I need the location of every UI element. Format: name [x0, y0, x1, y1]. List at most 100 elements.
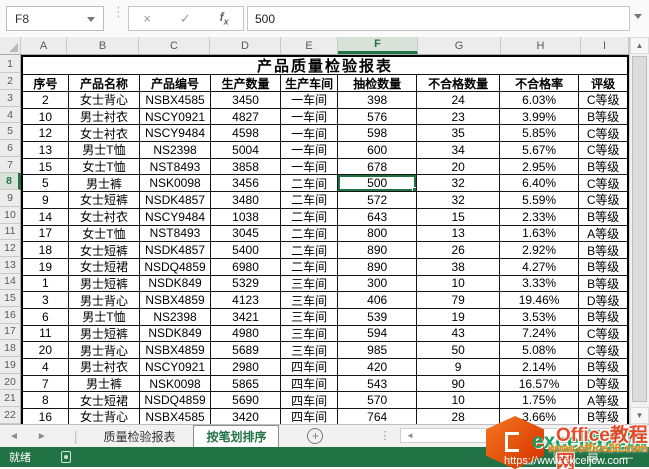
- cell-F12[interactable]: 890: [337, 242, 418, 259]
- cell-B18[interactable]: 男士背心: [68, 342, 141, 359]
- cell-C9[interactable]: NSDK4857: [140, 192, 211, 209]
- cell-C19[interactable]: NSCY0921: [140, 359, 211, 376]
- cell-C13[interactable]: NSDQ4859: [140, 258, 211, 276]
- cell-C18[interactable]: NSBX4859: [140, 342, 211, 359]
- row-header-12[interactable]: 12: [0, 240, 21, 257]
- cell-G14[interactable]: 10: [417, 275, 500, 293]
- cell-H17[interactable]: 7.24%: [499, 325, 580, 343]
- cell-B10[interactable]: 女士衬衣: [68, 208, 141, 226]
- cell-B21[interactable]: 女士短裙: [68, 392, 141, 410]
- cell-F13[interactable]: 890: [337, 258, 418, 276]
- cell-B11[interactable]: 女士T恤: [68, 225, 141, 243]
- cell-A20[interactable]: 7: [23, 375, 69, 393]
- cell-G17[interactable]: 43: [417, 325, 500, 343]
- cell-B5[interactable]: 女士衬衣: [68, 125, 141, 143]
- cell-H22[interactable]: 3.66%: [500, 409, 580, 424]
- cell-A18[interactable]: 20: [23, 342, 69, 359]
- cell-I19[interactable]: B等级: [579, 359, 627, 376]
- row-header-3[interactable]: 3: [0, 90, 21, 107]
- cell-I4[interactable]: B等级: [579, 109, 627, 126]
- row-header-8[interactable]: 8: [0, 173, 21, 191]
- formula-bar-expand-icon[interactable]: [634, 14, 642, 19]
- row-header-18[interactable]: 18: [0, 340, 21, 357]
- cell-D10[interactable]: 1038: [210, 208, 282, 226]
- cell-I16[interactable]: B等级: [579, 309, 627, 326]
- row-header-7[interactable]: 7: [0, 156, 21, 174]
- cell-C10[interactable]: NSCY9484: [140, 208, 211, 226]
- cell-D20[interactable]: 5865: [210, 375, 282, 393]
- cell-C22[interactable]: NSBX4585: [140, 409, 211, 424]
- table-title-cell[interactable]: 产品质量检验报表: [23, 57, 627, 75]
- scroll-left-icon[interactable]: ◄: [406, 431, 414, 440]
- cell-F5[interactable]: 598: [337, 125, 418, 143]
- cell-G7[interactable]: 20: [417, 158, 500, 176]
- cell-B13[interactable]: 女士短裙: [68, 258, 141, 276]
- cell-C17[interactable]: NSDK849: [140, 325, 211, 343]
- row-header-10[interactable]: 10: [0, 206, 21, 224]
- row-header-2[interactable]: 2: [0, 73, 21, 90]
- cell-E8[interactable]: 二车间: [281, 175, 338, 193]
- cell-C16[interactable]: NS2398: [140, 308, 211, 326]
- cell-F4[interactable]: 576: [337, 108, 418, 126]
- enter-icon[interactable]: ✓: [179, 10, 191, 26]
- cell-I18[interactable]: C等级: [579, 342, 627, 359]
- cell-G12[interactable]: 26: [417, 242, 500, 259]
- row-header-5[interactable]: 5: [0, 123, 21, 141]
- cell-B20[interactable]: 男士裤: [68, 375, 141, 393]
- cell-H21[interactable]: 1.75%: [499, 392, 580, 410]
- cell-G5[interactable]: 35: [417, 125, 500, 143]
- cell-E15[interactable]: 三车间: [281, 292, 338, 309]
- table-header-cell[interactable]: 评级: [579, 75, 627, 92]
- column-header-B[interactable]: B: [67, 37, 139, 54]
- cell-I20[interactable]: D等级: [579, 376, 627, 393]
- cancel-icon[interactable]: ×: [143, 11, 151, 26]
- scroll-down-icon[interactable]: ▼: [630, 407, 649, 424]
- cell-D17[interactable]: 4980: [210, 325, 282, 343]
- cell-C15[interactable]: NSBX4859: [140, 292, 211, 309]
- cell-F21[interactable]: 570: [337, 392, 418, 410]
- cell-H11[interactable]: 1.63%: [499, 225, 580, 243]
- cell-B7[interactable]: 女士T恤: [68, 158, 141, 176]
- cell-G3[interactable]: 24: [417, 92, 500, 109]
- row-header-22[interactable]: 22: [0, 407, 21, 424]
- new-sheet-button[interactable]: +: [307, 428, 324, 444]
- row-header-19[interactable]: 19: [0, 357, 21, 374]
- cell-F10[interactable]: 643: [337, 208, 418, 226]
- cell-E20[interactable]: 四车间: [281, 375, 338, 393]
- cell-C6[interactable]: NS2398: [140, 142, 211, 159]
- cell-G22[interactable]: 28: [417, 409, 500, 424]
- cell-A8[interactable]: 5: [23, 175, 69, 193]
- cell-I14[interactable]: B等级: [579, 276, 627, 293]
- cell-B15[interactable]: 男士背心: [68, 292, 141, 309]
- cell-C20[interactable]: NSK0098: [140, 375, 211, 393]
- cell-F9[interactable]: 572: [337, 192, 418, 209]
- cell-H10[interactable]: 2.33%: [499, 208, 580, 226]
- cell-B12[interactable]: 女士短裤: [68, 242, 141, 259]
- cell-G20[interactable]: 90: [417, 375, 500, 393]
- cell-H20[interactable]: 16.57%: [499, 375, 580, 393]
- sheet-nav-left-icon[interactable]: ◄: [9, 430, 19, 442]
- name-box[interactable]: F8: [6, 6, 104, 31]
- row-header-17[interactable]: 17: [0, 323, 21, 341]
- cell-I13[interactable]: B等级: [579, 259, 627, 276]
- cell-E21[interactable]: 四车间: [281, 392, 338, 410]
- row-header-13[interactable]: 13: [0, 256, 21, 274]
- cell-B19[interactable]: 男士衬衣: [68, 359, 141, 376]
- row-header-15[interactable]: 15: [0, 290, 21, 307]
- cell-E9[interactable]: 二车间: [281, 192, 338, 209]
- cell-A6[interactable]: 13: [23, 142, 69, 159]
- cell-A10[interactable]: 14: [23, 208, 69, 226]
- cell-B3[interactable]: 女士背心: [68, 92, 141, 109]
- cell-F11[interactable]: 800: [337, 225, 418, 243]
- cell-A13[interactable]: 19: [23, 258, 69, 276]
- row-header-21[interactable]: 21: [0, 390, 21, 408]
- macro-record-icon[interactable]: [61, 451, 71, 463]
- cell-G15[interactable]: 79: [417, 292, 500, 309]
- cell-H14[interactable]: 3.33%: [499, 275, 580, 293]
- cell-H5[interactable]: 5.85%: [499, 125, 580, 143]
- cell-D6[interactable]: 5004: [210, 142, 282, 159]
- cell-G18[interactable]: 50: [417, 342, 500, 359]
- sheet-tab-stroke-sort[interactable]: 按笔划排序: [193, 425, 280, 447]
- cell-D15[interactable]: 4123: [210, 292, 282, 309]
- cell-A7[interactable]: 15: [23, 158, 69, 176]
